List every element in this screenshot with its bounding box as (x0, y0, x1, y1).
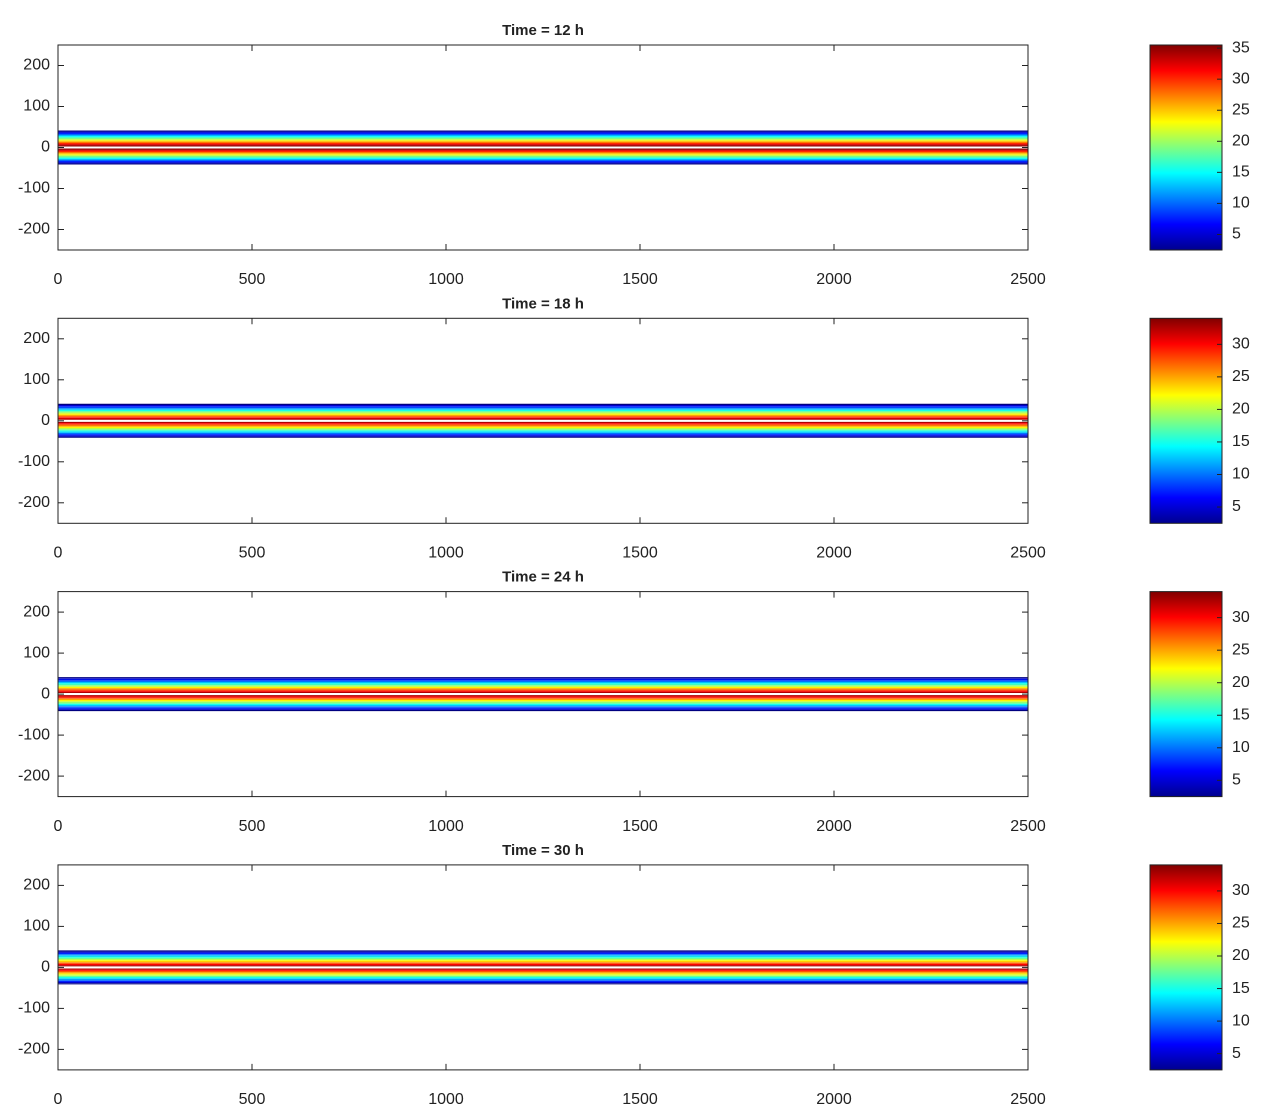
x-tick-label: 500 (239, 818, 266, 835)
colorbar-tick-label: 20 (1232, 401, 1250, 418)
y-tick-label: 200 (23, 877, 50, 894)
y-tick-label: 200 (23, 330, 50, 347)
colorbar-tick-label: 15 (1232, 706, 1250, 723)
colorbar-tick-label: 35 (1232, 39, 1250, 56)
x-tick-label: 2500 (1010, 1091, 1046, 1108)
x-tick-label: 1000 (428, 1091, 464, 1108)
x-tick-label: 1000 (428, 545, 464, 562)
colorbar-tick-label: 30 (1232, 70, 1250, 87)
y-tick-label: -200 (18, 494, 50, 511)
x-tick-label: 0 (54, 1091, 63, 1108)
colorbar-tick-label: 20 (1232, 133, 1250, 150)
x-tick-label: 2000 (816, 1091, 852, 1108)
y-tick-label: 100 (23, 371, 50, 388)
colorbar-tick-label: 5 (1232, 226, 1241, 243)
colorbar-tick-label: 30 (1232, 336, 1250, 353)
colorbar (1149, 591, 1223, 798)
y-tick-label: -200 (18, 221, 50, 238)
colorbar-tick-label: 5 (1232, 498, 1241, 515)
colorbar-tick-label: 10 (1232, 466, 1250, 483)
x-tick-label: 500 (239, 545, 266, 562)
colorbar (1149, 44, 1223, 251)
x-tick-label: 1500 (622, 1091, 658, 1108)
x-tick-label: 500 (239, 1091, 266, 1108)
x-tick-label: 2500 (1010, 271, 1046, 288)
colorbar-tick-label: 25 (1232, 641, 1250, 658)
x-tick-label: 2500 (1010, 545, 1046, 562)
colorbar-tick-label: 5 (1232, 1045, 1241, 1062)
y-tick-label: 0 (41, 139, 50, 156)
y-tick-label: 0 (41, 959, 50, 976)
y-tick-label: 100 (23, 918, 50, 935)
colorbar-tick-label: 25 (1232, 915, 1250, 932)
x-tick-label: 1500 (622, 818, 658, 835)
colorbar-tick-label: 5 (1232, 772, 1241, 789)
y-tick-label: 0 (41, 412, 50, 429)
x-tick-label: 2000 (816, 545, 852, 562)
x-tick-label: 0 (54, 818, 63, 835)
colorbar-tick-label: 30 (1232, 609, 1250, 626)
x-tick-label: 500 (239, 271, 266, 288)
axes-box (57, 44, 1029, 251)
y-tick-label: 200 (23, 57, 50, 74)
x-tick-label: 2000 (816, 818, 852, 835)
chart-title: Time = 18 h (502, 295, 584, 312)
x-tick-label: 2000 (816, 271, 852, 288)
y-tick-label: 100 (23, 98, 50, 115)
y-tick-label: 200 (23, 603, 50, 620)
chart-title: Time = 24 h (502, 569, 584, 586)
x-tick-label: 1500 (622, 545, 658, 562)
colorbar-tick-label: 10 (1232, 739, 1250, 756)
colorbar-tick-label: 15 (1232, 164, 1250, 181)
colorbar-tick-label: 15 (1232, 980, 1250, 997)
y-tick-label: -100 (18, 453, 50, 470)
x-tick-label: 0 (54, 271, 63, 288)
x-tick-label: 1000 (428, 818, 464, 835)
y-tick-label: -100 (18, 726, 50, 743)
colorbar-tick-label: 30 (1232, 882, 1250, 899)
y-tick-label: -100 (18, 180, 50, 197)
colorbar-tick-label: 15 (1232, 433, 1250, 450)
colorbar (1149, 864, 1223, 1071)
axes-box (57, 591, 1029, 798)
axes-box (57, 864, 1029, 1071)
x-tick-label: 1000 (428, 271, 464, 288)
x-tick-label: 0 (54, 545, 63, 562)
y-tick-label: -200 (18, 767, 50, 784)
colorbar-tick-label: 25 (1232, 368, 1250, 385)
y-tick-label: -100 (18, 1000, 50, 1017)
y-tick-label: -200 (18, 1041, 50, 1058)
colorbar-tick-label: 10 (1232, 1012, 1250, 1029)
colorbar-tick-label: 25 (1232, 101, 1250, 118)
chart-title: Time = 30 h (502, 842, 584, 859)
x-tick-label: 1500 (622, 271, 658, 288)
chart-title: Time = 12 h (502, 22, 584, 39)
y-tick-label: 100 (23, 644, 50, 661)
axes-box (57, 317, 1029, 524)
colorbar (1149, 317, 1223, 524)
y-tick-label: 0 (41, 685, 50, 702)
x-tick-label: 2500 (1010, 818, 1046, 835)
colorbar-tick-label: 20 (1232, 947, 1250, 964)
colorbar-tick-label: 10 (1232, 195, 1250, 212)
colorbar-tick-label: 20 (1232, 674, 1250, 691)
